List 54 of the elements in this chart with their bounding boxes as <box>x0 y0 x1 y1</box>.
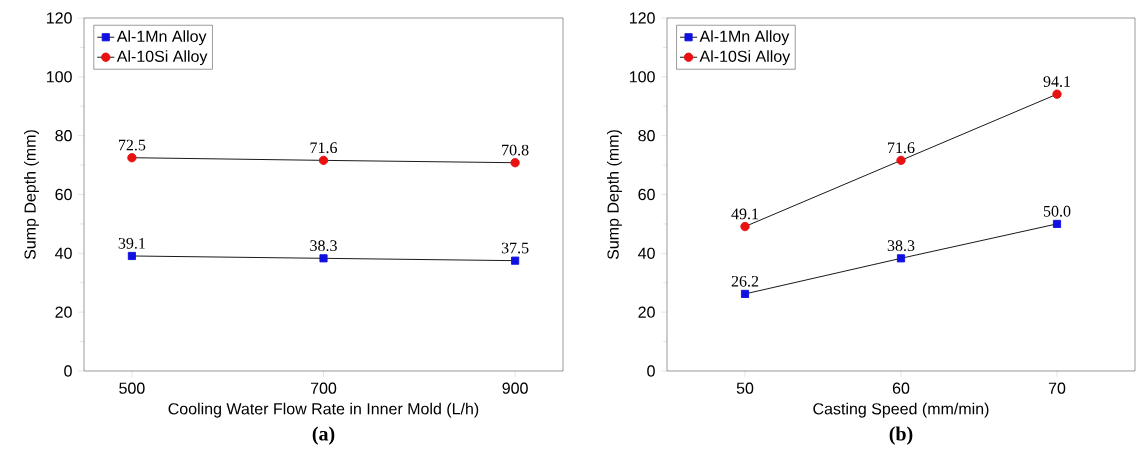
y-tick-label: 60 <box>638 188 655 201</box>
data-label: 38.3 <box>310 240 337 252</box>
x-tick-label: 60 <box>892 382 910 394</box>
x-tick-label: 70 <box>1048 382 1066 394</box>
legend-label: Al-1Mn Alloy <box>116 30 207 46</box>
point <box>319 254 328 263</box>
x-tick-label: 700 <box>310 382 337 394</box>
x-tick-label: 500 <box>119 382 145 394</box>
point <box>740 221 750 232</box>
data-label: 94.1 <box>1043 76 1071 87</box>
y-tick-label: 120 <box>630 12 655 24</box>
data-label: 70.8 <box>502 144 529 156</box>
y-axis-title: Sump Depth (mm) <box>24 130 39 260</box>
data-label: 50.0 <box>1043 205 1071 217</box>
point <box>1052 89 1062 99</box>
data-label: 71.6 <box>310 142 338 154</box>
y-tick-label: 60 <box>55 188 72 201</box>
y-tick-label: 20 <box>638 306 655 318</box>
x-tick-label: 50 <box>736 382 754 394</box>
y-tick-label: 0 <box>64 365 72 377</box>
data-label: 71.6 <box>888 142 915 154</box>
data-label: 72.5 <box>118 139 146 151</box>
y-axis-title: Sump Depth (mm) <box>607 130 622 260</box>
data-label: 26.2 <box>731 275 759 287</box>
point <box>740 289 750 298</box>
text: (a) <box>312 426 335 445</box>
x-tick-label: 900 <box>502 382 528 394</box>
data-label: 38.3 <box>887 240 915 252</box>
y-tick-label: 100 <box>47 71 72 83</box>
point <box>1052 219 1062 228</box>
data-label: 49.1 <box>731 208 759 220</box>
text: (b) <box>889 426 913 445</box>
point <box>896 155 906 166</box>
y-tick-label: 20 <box>55 306 72 318</box>
data-label: 37.5 <box>501 242 529 254</box>
y-tick-label: 40 <box>55 247 72 259</box>
y-tick-label: 120 <box>47 12 72 24</box>
point <box>896 254 906 263</box>
legend-label: Al-1Mn Alloy <box>699 30 790 46</box>
data-label: 39.1 <box>118 237 145 249</box>
point <box>127 153 137 163</box>
point <box>510 158 520 168</box>
point <box>318 155 329 166</box>
point <box>511 256 520 265</box>
y-tick-label: 100 <box>630 71 655 83</box>
point <box>127 251 136 261</box>
y-tick-label: 80 <box>638 130 655 142</box>
x-axis-title: Casting Speed (mm/min) <box>813 402 989 418</box>
y-tick-label: 40 <box>638 247 655 259</box>
x-axis-title: Cooling Water Flow Rate in Inner Mold (L/h) <box>168 402 479 418</box>
legend-label: Al-10Si Alloy <box>699 50 791 66</box>
y-tick-label: 80 <box>55 130 72 142</box>
legend-label: Al-10Si Alloy <box>116 50 208 66</box>
y-tick-label: 0 <box>647 365 655 377</box>
